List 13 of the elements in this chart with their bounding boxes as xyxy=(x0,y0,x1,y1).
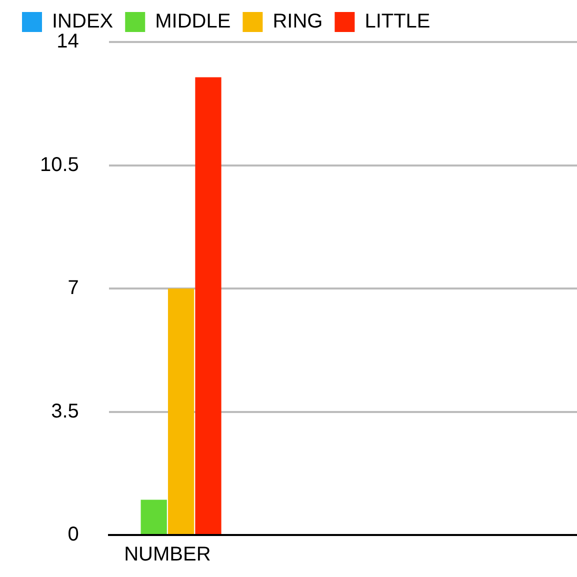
legend-label: INDEX xyxy=(52,10,114,33)
bar xyxy=(168,288,194,534)
y-tick-label: 14 xyxy=(56,30,79,53)
legend-label: RING xyxy=(272,10,323,33)
y-tick-label: 7 xyxy=(68,277,79,300)
legend-label: LITTLE xyxy=(364,10,430,33)
bar xyxy=(195,77,222,534)
legend-label: MIDDLE xyxy=(155,10,231,33)
y-tick-label: 10.5 xyxy=(40,154,79,176)
y-tick-label: 3.5 xyxy=(51,400,79,422)
y-tick-label: 0 xyxy=(68,524,79,546)
x-tick-label: NUMBER xyxy=(124,544,211,566)
bar xyxy=(140,500,167,534)
